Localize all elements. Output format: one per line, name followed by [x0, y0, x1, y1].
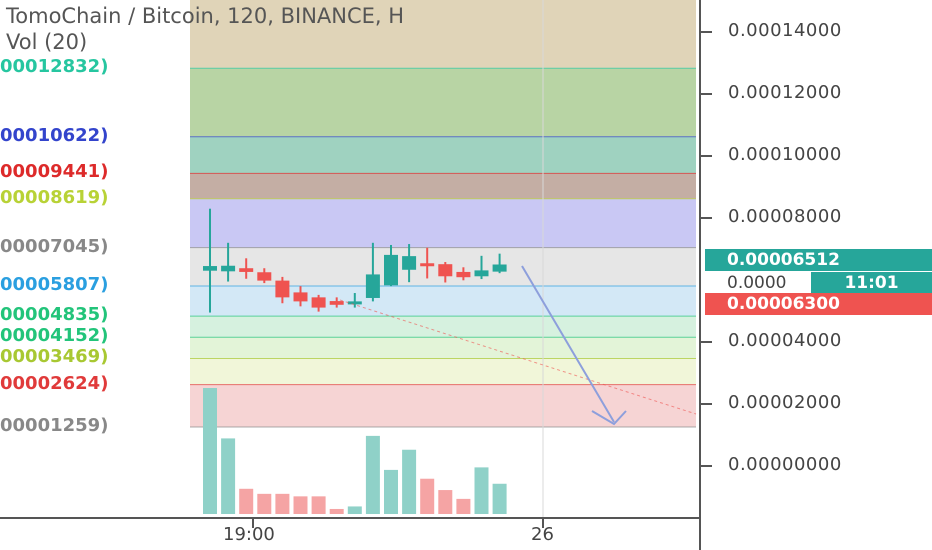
chart-title: TomoChain / Bitcoin, 120, BINANCE, H — [6, 4, 405, 28]
fib-level-label: 00004835) — [0, 304, 109, 326]
projection-arrow-head — [591, 410, 627, 426]
fib-zone — [190, 173, 696, 199]
volume-bar — [365, 435, 380, 514]
candle-body — [474, 270, 489, 277]
price-tick-label: 0.00002000 — [728, 392, 842, 413]
candle-body — [311, 297, 326, 308]
price-tick-label: 0.00010000 — [728, 144, 842, 165]
volume-bar — [239, 488, 254, 514]
fib-level-label: 00010622) — [0, 124, 109, 146]
volume-bar — [329, 508, 344, 514]
price-tick-label: 0.00008000 — [728, 206, 842, 227]
fib-zone-top — [190, 0, 696, 69]
price-tag: 0.00006300 — [705, 293, 932, 315]
candle-body — [239, 268, 254, 272]
price-tag: 0.0000 11:01 — [705, 272, 932, 294]
trend-line — [339, 299, 697, 415]
price-tick-label: 0.00000000 — [728, 454, 842, 475]
fib-level-label: 00005807) — [0, 273, 109, 295]
price-tag: 0.00006512 — [705, 249, 932, 271]
candle-body — [402, 256, 417, 270]
volume-bar — [311, 496, 326, 514]
price-tick-label: 0.00012000 — [728, 82, 842, 103]
candle-body — [293, 292, 308, 302]
candle-body — [492, 264, 507, 272]
time-tick-label: 26 — [531, 524, 554, 545]
volume-bar — [275, 493, 290, 514]
price-tick-label: 0.00004000 — [728, 330, 842, 351]
fib-zone — [190, 198, 696, 248]
volume-indicator-label: Vol (20) — [6, 30, 88, 54]
fib-zone — [190, 384, 696, 427]
candle-body — [456, 271, 471, 278]
projection-arrow — [521, 265, 615, 423]
price-tag-value: 0.0000 — [727, 273, 787, 293]
fib-zone — [190, 136, 696, 174]
volume-bar — [221, 438, 236, 514]
fib-zone — [190, 337, 696, 359]
candle-body — [347, 301, 362, 305]
fib-zone — [190, 285, 696, 317]
volume-bar — [474, 467, 489, 514]
price-tag-value: 0.00006300 — [727, 294, 840, 314]
candle-body — [365, 274, 380, 298]
fib-level-label: 00001259) — [0, 414, 109, 436]
volume-bar — [203, 388, 217, 514]
volume-bar — [347, 506, 362, 514]
volume-bar — [438, 490, 453, 514]
candle-body — [203, 266, 217, 271]
fib-zone — [190, 358, 696, 385]
price-tick-label: 0.00014000 — [728, 20, 842, 41]
volume-bar — [402, 449, 417, 514]
candle-body — [221, 265, 236, 272]
volume-bar — [492, 483, 507, 514]
fib-level-label: 00003469) — [0, 346, 109, 368]
fib-level-label: 00008619) — [0, 186, 109, 208]
volume-bar — [456, 498, 471, 514]
volume-bar — [420, 478, 435, 514]
fib-level-label: 00002624) — [0, 372, 109, 394]
fib-level-label: 00004152) — [0, 325, 109, 347]
fib-zone — [190, 68, 696, 137]
price-tag-value: 0.00006512 — [727, 250, 840, 270]
candle-body — [257, 272, 272, 281]
fib-zone — [190, 316, 696, 338]
fib-level-label: 00012832) — [0, 56, 109, 78]
candle-body — [329, 301, 344, 305]
fib-level-label: 00009441) — [0, 161, 109, 183]
time-tick-label: 19:00 — [223, 524, 275, 545]
candle-body — [384, 254, 398, 286]
volume-bar — [257, 493, 272, 514]
fib-level-label: 00007045) — [0, 235, 109, 257]
countdown-badge: 11:01 — [811, 272, 932, 294]
volume-bar — [384, 469, 398, 514]
volume-bar — [293, 496, 308, 514]
candle-body — [275, 280, 290, 298]
candle-body — [420, 263, 435, 267]
candle-body — [438, 264, 453, 277]
